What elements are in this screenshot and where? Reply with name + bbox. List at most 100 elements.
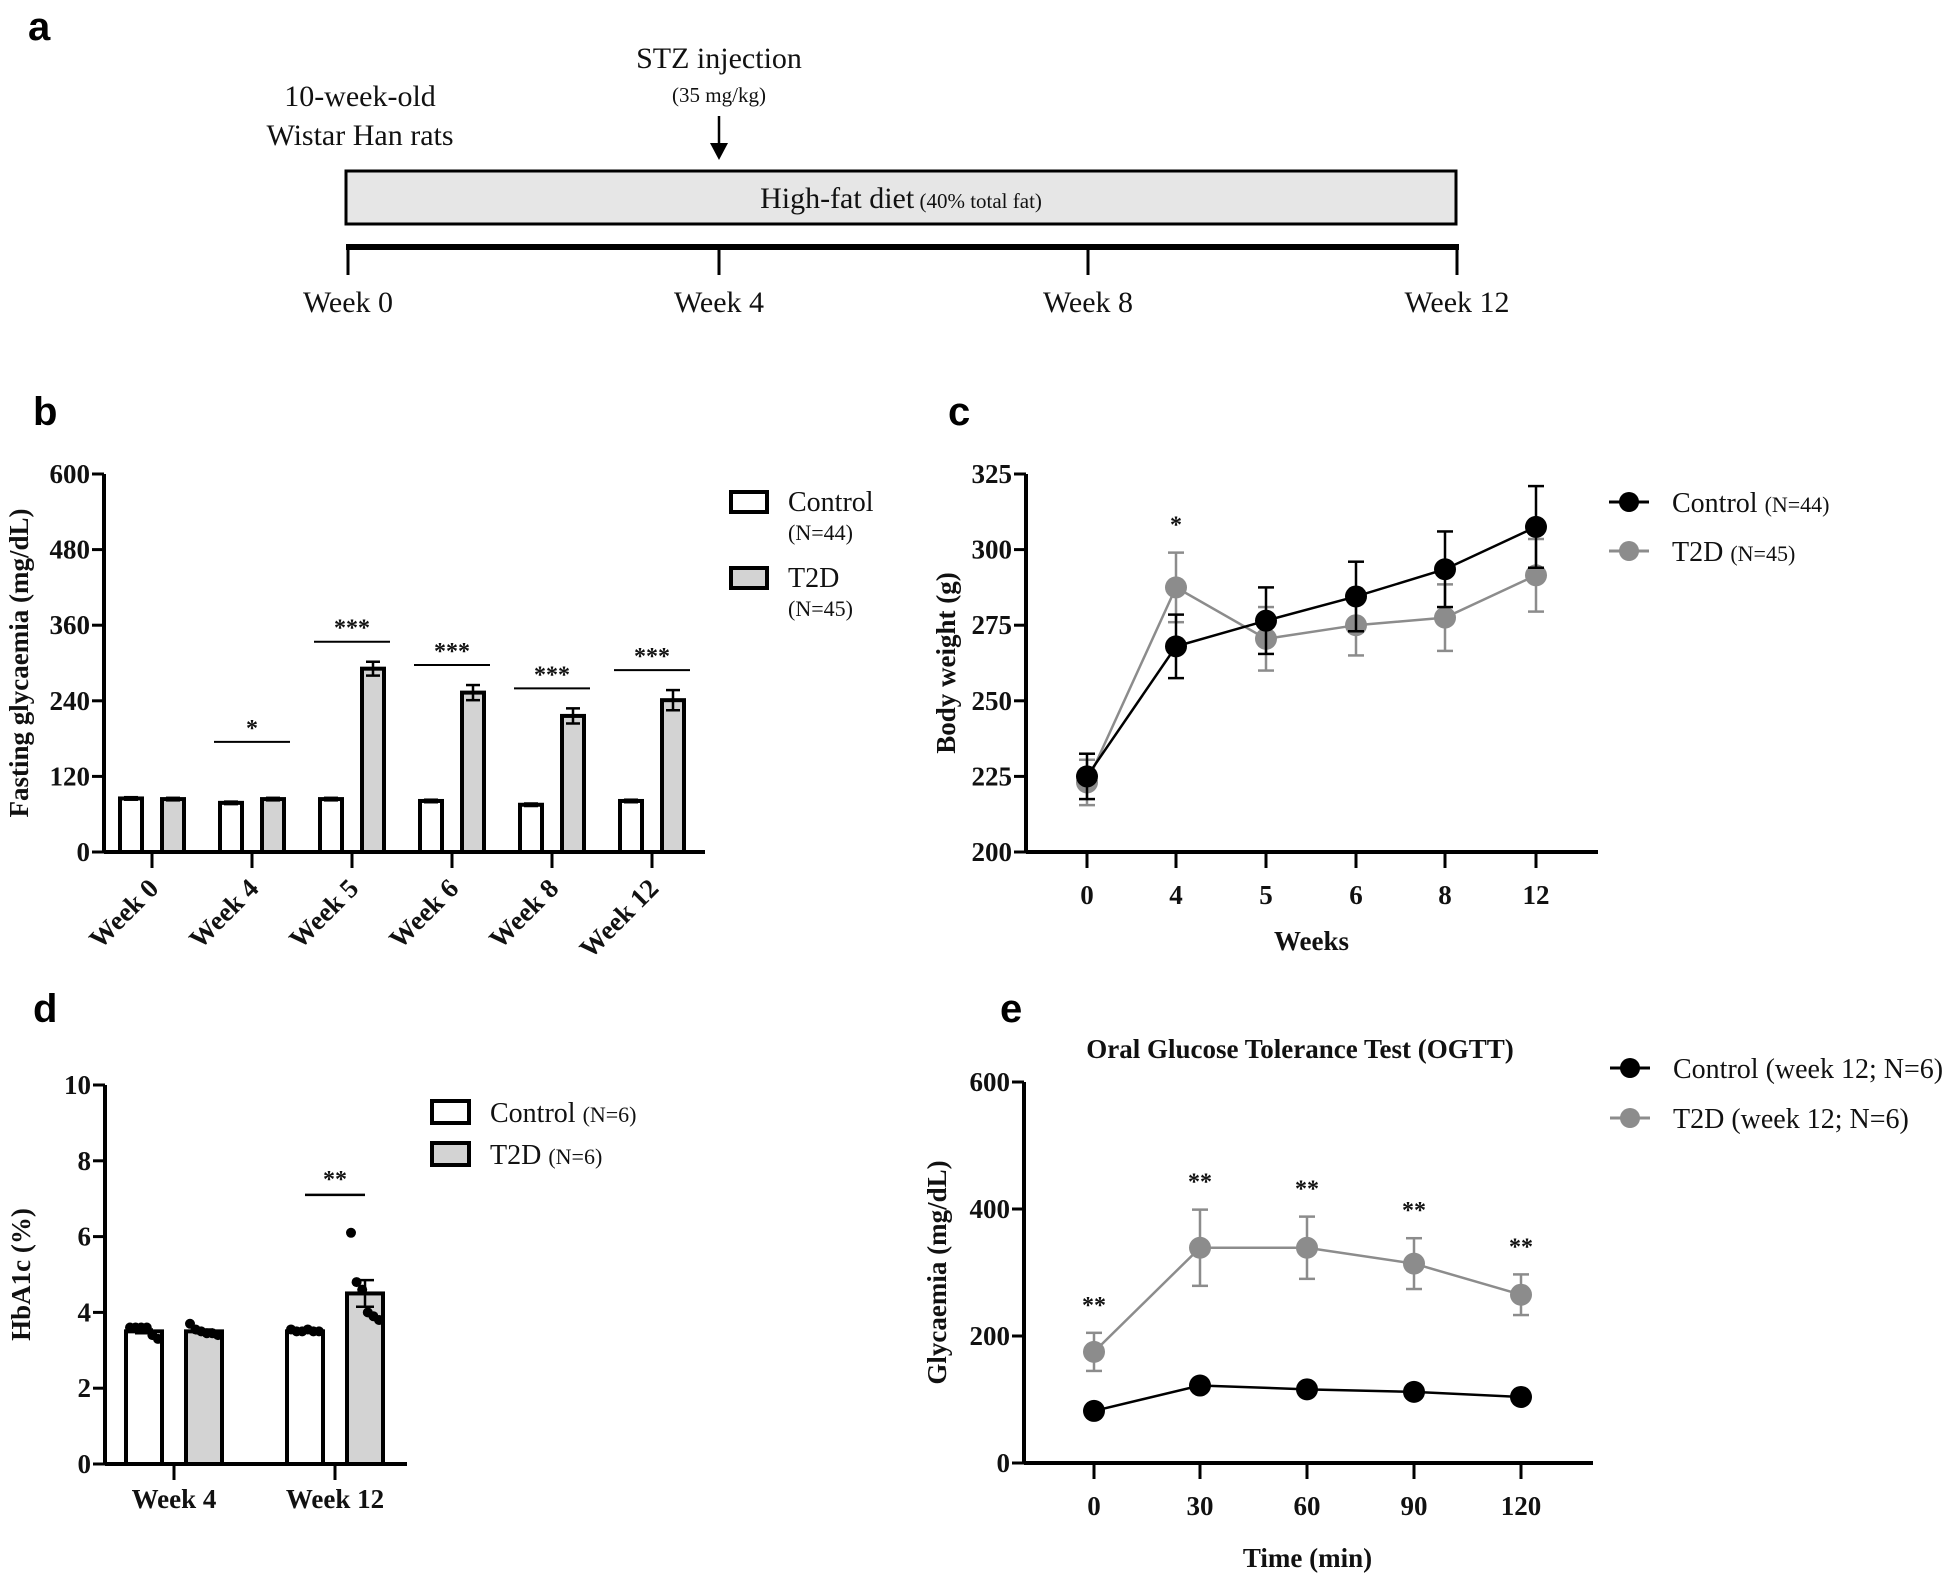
legend-name: T2D	[490, 1140, 548, 1171]
y-tick-label: 600	[970, 1067, 1011, 1097]
bar-control	[118, 796, 144, 855]
individual-data-point	[357, 1284, 368, 1295]
x-tick-label: 8	[1438, 880, 1452, 910]
bar-t2d	[184, 1329, 224, 1466]
y-tick-label: 0	[77, 837, 91, 867]
x-tick-label: 12	[1523, 880, 1550, 910]
x-tick-label: 6	[1349, 880, 1363, 910]
y-tick-label: 250	[972, 686, 1013, 716]
individual-data-point	[351, 1277, 362, 1288]
legend-name: Control	[490, 1098, 583, 1129]
bar-control	[318, 797, 344, 855]
individual-data-point	[213, 1330, 223, 1341]
panel-c-body-weight: c 200 225 250 275 300 325 Body weight (g) 0 4 5 6 8…	[931, 390, 1830, 956]
panel-label-a: a	[28, 5, 51, 49]
bar-control	[618, 798, 644, 854]
series-line-t2d	[1085, 574, 1537, 783]
individual-data-point	[374, 1314, 384, 1325]
x-tick-label: 60	[1294, 1491, 1321, 1521]
timeline-label: Week 8	[1043, 286, 1133, 319]
individual-data-point	[141, 1322, 152, 1333]
significance-stars: ***	[634, 644, 670, 670]
significance-stars: **	[1295, 1177, 1319, 1203]
significance-stars: **	[1188, 1170, 1212, 1196]
x-tick-label: Week 12	[574, 873, 665, 964]
panel-label-c: c	[948, 390, 970, 434]
y-tick-label: 0	[997, 1448, 1011, 1478]
bar-t2d	[460, 690, 486, 854]
significance-stars: ***	[534, 662, 570, 688]
legend-n: (N=45)	[788, 596, 853, 621]
x-tick-label: 0	[1087, 1491, 1101, 1521]
legend-marker-t2d	[1620, 1108, 1640, 1128]
y-tick-label: 240	[50, 686, 91, 716]
individual-data-point	[314, 1326, 324, 1337]
chart-title: Oral Glucose Tolerance Test (OGTT)	[1086, 1034, 1514, 1064]
x-tick-label: Week 5	[283, 873, 364, 954]
y-axis-title: Fasting glycaemia (mg/dL)	[4, 509, 34, 818]
legend-label: Control (week 12; N=6)	[1673, 1054, 1943, 1085]
data-point-control	[1525, 515, 1547, 538]
injection-dose: (35 mg/kg)	[672, 83, 766, 107]
injection-title: STZ injection	[636, 42, 802, 75]
y-axis-title: HbA1c (%)	[6, 1208, 36, 1341]
y-tick-label: 225	[972, 761, 1013, 791]
significance-stars: **	[1509, 1234, 1533, 1260]
legend-name: T2D	[1673, 1104, 1731, 1135]
x-tick-label: Week 4	[132, 1484, 217, 1514]
data-point-t2d	[1165, 576, 1187, 599]
x-tick-label: Week 6	[383, 873, 464, 954]
y-tick-label: 200	[970, 1321, 1011, 1351]
significance-stars: **	[323, 1167, 347, 1193]
data-point-t2d	[1083, 1340, 1105, 1363]
data-point-control	[1296, 1378, 1318, 1401]
panel-label-d: d	[33, 987, 57, 1031]
legend-label: T2D	[788, 563, 839, 594]
bar-t2d	[660, 698, 686, 854]
x-tick-label: Week 12	[286, 1484, 384, 1514]
y-tick-label: 120	[50, 761, 91, 791]
y-tick-label: 10	[64, 1070, 91, 1100]
y-tick-label: 6	[78, 1222, 92, 1252]
data-point-control	[1165, 635, 1187, 658]
individual-data-point	[153, 1333, 163, 1344]
bar-control	[418, 798, 444, 854]
legend-n: (N=44)	[788, 520, 853, 545]
y-tick-label: 4	[78, 1297, 92, 1327]
x-tick-label: 30	[1187, 1491, 1214, 1521]
data-point-control	[1083, 1399, 1105, 1422]
bar-t2d	[560, 713, 586, 854]
panel-b-fasting-glycaemia: b 0 120 240 360 480 600 Fasting glycaemia (mg/…	[4, 390, 874, 964]
legend-label: T2D (N=45)	[1672, 537, 1795, 568]
significance-stars: *	[246, 716, 258, 742]
legend-marker-control	[1619, 492, 1639, 512]
data-point-t2d	[1434, 606, 1456, 629]
data-point-control	[1510, 1385, 1532, 1408]
bar-t2d	[260, 797, 286, 855]
legend-label: Control (N=6)	[490, 1098, 637, 1129]
legend-n: (N=45)	[1730, 541, 1795, 566]
legend-n: (week 12; N=6)	[1766, 1054, 1944, 1085]
y-tick-label: 360	[50, 610, 91, 640]
y-tick-label: 8	[78, 1146, 92, 1176]
y-tick-label: 300	[972, 535, 1013, 565]
legend-label: T2D (week 12; N=6)	[1673, 1104, 1909, 1135]
y-axis-title: Glycaemia (mg/dL)	[922, 1160, 952, 1384]
data-point-control	[1076, 765, 1098, 788]
legend-n: (week 12; N=6)	[1731, 1104, 1909, 1135]
diet-detail: (40% total fat)	[914, 189, 1042, 213]
bar-control	[218, 800, 244, 854]
legend-label: Control (N=44)	[1672, 488, 1830, 519]
legend-swatch-control	[729, 490, 769, 514]
x-tick-label: 120	[1501, 1491, 1542, 1521]
data-point-control	[1255, 609, 1277, 632]
y-tick-label: 325	[972, 459, 1013, 489]
y-tick-label: 2	[78, 1373, 92, 1403]
legend-label: T2D (N=6)	[490, 1140, 602, 1171]
data-point-control	[1434, 558, 1456, 581]
diet-label: High-fat diet (40% total fat)	[760, 182, 1042, 215]
y-tick-label: 275	[972, 610, 1013, 640]
down-arrow-icon	[710, 116, 728, 160]
x-tick-label: 90	[1401, 1491, 1428, 1521]
